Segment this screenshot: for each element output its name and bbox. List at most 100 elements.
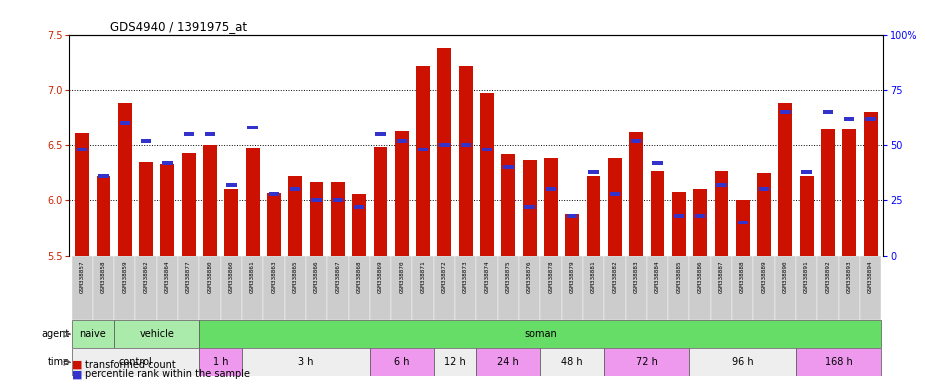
- Bar: [92, 256, 114, 320]
- Text: ■: ■: [72, 369, 82, 379]
- Bar: [267, 193, 281, 256]
- Bar: [226, 183, 237, 187]
- Text: naive: naive: [80, 329, 106, 339]
- Bar: [312, 199, 322, 202]
- Bar: [200, 320, 882, 348]
- Bar: [96, 176, 110, 256]
- Bar: [498, 256, 519, 320]
- Bar: [71, 256, 92, 320]
- Text: GSM338866: GSM338866: [314, 260, 319, 293]
- Bar: [178, 256, 200, 320]
- Text: GSM338892: GSM338892: [825, 260, 831, 293]
- Bar: [714, 170, 728, 256]
- Text: GSM338887: GSM338887: [719, 260, 724, 293]
- Text: GSM338858: GSM338858: [101, 260, 106, 293]
- Bar: [693, 189, 707, 256]
- Bar: [567, 214, 577, 218]
- Text: 12 h: 12 h: [444, 357, 466, 367]
- Bar: [114, 256, 135, 320]
- Bar: [204, 145, 217, 256]
- Bar: [182, 153, 195, 256]
- Bar: [716, 183, 727, 187]
- Text: GSM338873: GSM338873: [463, 260, 468, 293]
- Text: GSM338868: GSM338868: [357, 260, 362, 293]
- Text: GSM338857: GSM338857: [80, 260, 85, 293]
- Bar: [269, 192, 279, 196]
- Bar: [455, 256, 476, 320]
- Bar: [439, 143, 450, 147]
- Text: GDS4940 / 1391975_at: GDS4940 / 1391975_at: [110, 20, 247, 33]
- Bar: [289, 176, 302, 256]
- Bar: [631, 139, 641, 142]
- Bar: [376, 132, 386, 136]
- Bar: [200, 348, 242, 376]
- Text: GSM338859: GSM338859: [122, 260, 128, 293]
- Bar: [156, 256, 178, 320]
- Text: GSM338879: GSM338879: [570, 260, 574, 293]
- Bar: [114, 320, 200, 348]
- Bar: [650, 170, 664, 256]
- Text: 1 h: 1 h: [213, 357, 228, 367]
- Text: GSM338884: GSM338884: [655, 260, 660, 293]
- Bar: [839, 256, 860, 320]
- Bar: [845, 117, 855, 121]
- Bar: [370, 348, 434, 376]
- Text: GSM338864: GSM338864: [165, 260, 170, 293]
- Bar: [434, 348, 476, 376]
- Bar: [673, 214, 684, 218]
- Bar: [668, 256, 689, 320]
- Bar: [98, 174, 108, 178]
- Bar: [204, 132, 216, 136]
- Bar: [333, 199, 343, 202]
- Bar: [242, 348, 370, 376]
- Bar: [476, 348, 540, 376]
- Bar: [710, 256, 732, 320]
- Bar: [354, 205, 364, 209]
- Bar: [225, 189, 239, 256]
- Bar: [306, 256, 327, 320]
- Bar: [540, 256, 561, 320]
- Bar: [866, 117, 876, 121]
- Text: GSM338872: GSM338872: [442, 260, 447, 293]
- Text: 72 h: 72 h: [635, 357, 658, 367]
- Bar: [482, 147, 492, 151]
- Bar: [141, 139, 152, 142]
- Bar: [544, 158, 558, 256]
- Bar: [310, 182, 324, 256]
- Bar: [652, 161, 662, 165]
- Bar: [695, 214, 706, 218]
- Text: soman: soman: [524, 329, 557, 339]
- Bar: [352, 194, 366, 256]
- Bar: [758, 187, 770, 191]
- Bar: [519, 256, 540, 320]
- Text: GSM338869: GSM338869: [378, 260, 383, 293]
- Text: GSM338874: GSM338874: [485, 260, 489, 293]
- Text: GSM338891: GSM338891: [804, 260, 809, 293]
- Bar: [608, 158, 622, 256]
- Bar: [397, 139, 407, 142]
- Text: GSM338876: GSM338876: [527, 260, 532, 293]
- Text: ■: ■: [72, 360, 82, 370]
- Bar: [524, 205, 535, 209]
- Bar: [629, 132, 643, 256]
- Bar: [418, 147, 428, 151]
- Text: control: control: [118, 357, 153, 367]
- Bar: [800, 176, 814, 256]
- Bar: [242, 256, 264, 320]
- Text: GSM338863: GSM338863: [271, 260, 277, 293]
- Bar: [625, 256, 647, 320]
- Bar: [796, 348, 882, 376]
- Bar: [248, 126, 258, 129]
- Text: 3 h: 3 h: [298, 357, 314, 367]
- Text: GSM338867: GSM338867: [336, 260, 340, 293]
- Text: GSM338881: GSM338881: [591, 260, 596, 293]
- Bar: [503, 165, 513, 169]
- Text: GSM338886: GSM338886: [697, 260, 703, 293]
- Bar: [737, 220, 748, 225]
- Bar: [583, 256, 604, 320]
- Text: GSM338890: GSM338890: [783, 260, 788, 293]
- Bar: [119, 121, 130, 125]
- Bar: [438, 48, 451, 256]
- Bar: [604, 256, 625, 320]
- Bar: [523, 159, 536, 256]
